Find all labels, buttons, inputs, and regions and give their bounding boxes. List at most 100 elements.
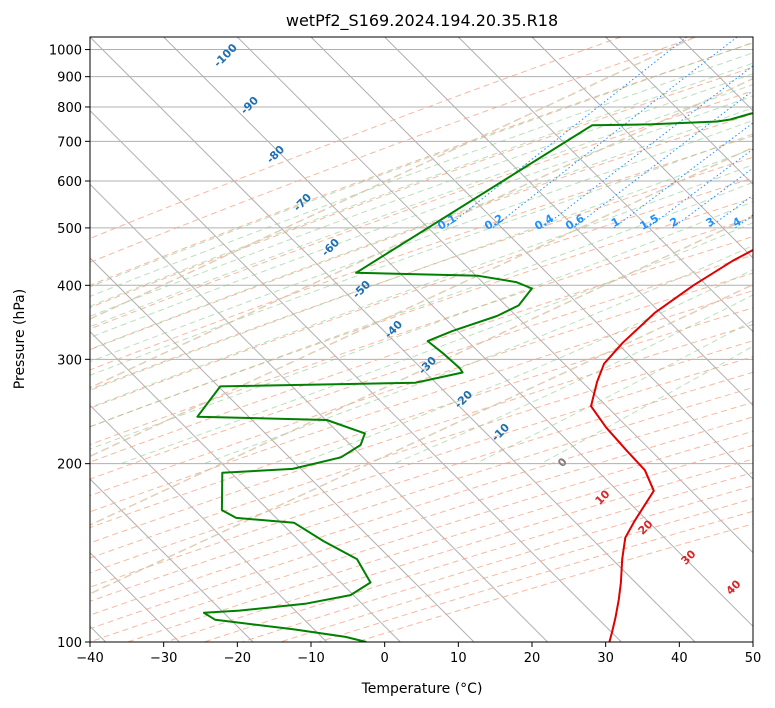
dry-adiabat-label: -70 [291,191,314,214]
dewpoint-profile [196,112,753,642]
isotherm--100 [90,478,254,642]
dry-adiabat-label: -50 [350,278,373,301]
y-tick-label: 500 [57,222,82,237]
mixing-ratio-line [734,214,753,229]
dry-adiabat [90,177,753,409]
reference-curve [90,283,753,595]
x-tick-label: 50 [745,651,762,666]
dry-adiabat [90,401,753,616]
dry-adiabat-label: -90 [238,94,261,117]
moist-adiabat [90,73,753,317]
moist-adiabat [90,41,753,288]
moist-adiabat-label: 30 [679,547,699,567]
dry-adiabat-label: -30 [416,354,439,377]
mixing-ratio-label: 0.1 [435,212,458,233]
moist-adiabat [475,320,753,465]
moist-adiabat [90,52,753,297]
x-tick-label: 0 [381,651,389,666]
temperature-profile [590,248,753,642]
moist-adiabat [90,201,753,450]
moist-adiabat [90,107,753,350]
y-tick-label: 800 [57,101,82,116]
moist-adiabat-label: 10 [593,487,613,507]
isotherm--80 [90,330,401,642]
mixing-ratio-line [672,167,753,229]
mixing-ratio-label: 1.5 [638,212,661,233]
reference-curve [90,146,753,458]
moist-adiabat [90,62,753,307]
dry-adiabat [90,42,753,286]
dry-adiabat [90,340,753,559]
isotherm-30 [605,37,753,186]
dry-adiabat [280,498,753,642]
dry-adiabat-label: -40 [382,318,405,341]
x-tick-label: −30 [150,651,177,666]
isotherm-0 [384,37,753,407]
y-tick-label: 400 [57,279,82,294]
y-tick-label: 200 [57,458,82,473]
dry-adiabat [90,356,753,574]
moist-adiabat [393,294,753,465]
dry-adiabat [90,307,753,529]
dry-adiabat [90,156,753,390]
x-tick-label: −20 [224,651,251,666]
moist-adiabat [90,133,753,376]
mixing-ratio-label: 0.4 [532,212,556,233]
moist-adiabat [90,164,753,408]
y-tick-label: 700 [57,135,82,150]
x-tick-label: −10 [297,651,324,666]
dry-adiabat [90,217,753,446]
dry-adiabat [90,416,753,630]
x-tick-label: 10 [450,651,467,666]
dry-adiabat-label: -20 [452,388,475,411]
reference-curve [90,37,696,320]
y-tick-label: 100 [57,636,82,651]
reference-curve [90,215,753,526]
isotherm--20 [236,37,753,554]
profile-lines [196,112,753,642]
moist-adiabat-label: 0 [555,455,570,470]
chart-title: wetPf2_S169.2024.194.20.35.R18 [286,11,558,31]
isotherm--30 [163,37,753,628]
isotherm--70 [90,257,475,642]
isotherm-10 [457,37,753,333]
moist-adiabat-label: 40 [724,577,744,597]
isotherm--90 [90,404,328,642]
dry-adiabat [90,66,753,309]
isotherm-50 [752,37,753,38]
dry-adiabat [165,458,753,642]
moist-adiabat-label: 20 [636,517,656,537]
y-tick-label: 1000 [49,44,82,59]
isotherm-40 [678,37,753,112]
y-tick-label: 600 [57,175,82,190]
dry-adiabat [241,485,753,642]
mixing-ratio-label: 0.6 [563,212,587,233]
moist-adiabat [120,222,753,465]
axis-ticks: −40 −30 −20 −10 0 10 20 30 40 5010009008007006005… [49,44,761,666]
dry-adiabat [90,290,753,513]
moist-adiabat [90,84,753,328]
dry-adiabat-label: -80 [264,143,287,166]
mixing-ratio-line [572,90,753,229]
mixing-ratio-line [492,37,738,229]
y-tick-label: 900 [57,71,82,86]
moist-adiabat [90,119,753,363]
isotherm--60 [90,183,549,642]
x-axis-label: Temperature (°C) [361,681,483,697]
x-tick-label: 20 [524,651,541,666]
dry-adiabat [90,254,753,480]
reference-curve [90,77,753,389]
moist-adiabat [90,181,753,428]
x-tick-label: −40 [76,651,103,666]
x-tick-label: 40 [671,651,688,666]
y-axis-label: Pressure (hPa) [12,289,28,389]
y-tick-label: 300 [57,353,82,368]
dry-adiabat [90,37,622,239]
dry-adiabat-label: -100 [211,41,240,70]
plot-frame [89,36,754,643]
background-grid [90,37,753,642]
dry-adiabat [318,510,753,642]
x-tick-label: 30 [597,651,614,666]
dry-adiabat [90,386,753,602]
